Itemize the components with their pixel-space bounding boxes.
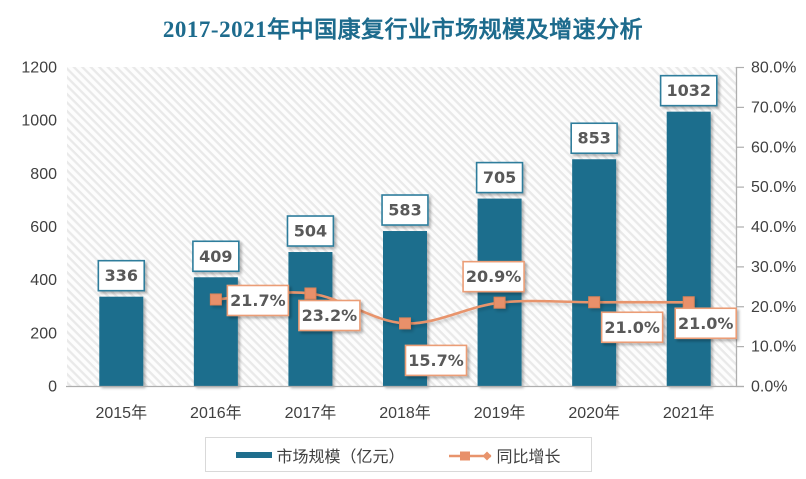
- bar-2021年: [666, 111, 711, 386]
- legend: 市场规模（亿元） 同比增长: [205, 437, 592, 472]
- right-axis-tick-label: 40.0%: [751, 219, 796, 236]
- x-axis-label-2016年: 2016年: [190, 404, 242, 422]
- line-data-label: 23.2%: [302, 306, 358, 325]
- chart-title: 2017-2021年中国康复行业市场规模及增速分析: [162, 17, 644, 42]
- left-axis-tick-label: 200: [30, 325, 57, 342]
- line-data-label: 20.9%: [466, 267, 522, 286]
- bar-data-label-box: [475, 161, 524, 194]
- line-data-label: 15.7%: [408, 351, 464, 370]
- x-axis-label-2020年: 2020年: [568, 404, 620, 422]
- right-axis-tick-label: 50.0%: [751, 179, 796, 196]
- bar-data-label-box: [286, 215, 335, 247]
- x-axis-label-2017年: 2017年: [285, 404, 337, 422]
- left-axis-tick-label: 0: [48, 379, 57, 396]
- growth-line: [215, 291, 689, 325]
- bar-data-label: 583: [388, 201, 421, 220]
- bar-data-label: 409: [199, 247, 232, 266]
- bar-data-label: 705: [483, 168, 516, 187]
- line-data-label-box: [600, 311, 664, 344]
- left-axis-tick-label: 1200: [21, 60, 57, 77]
- bar-series-swatch-icon: [236, 451, 273, 458]
- line-data-label: 21.0%: [678, 314, 734, 333]
- right-axis-tick-label: 70.0%: [751, 99, 796, 116]
- right-axis-tick-label: 60.0%: [751, 139, 796, 156]
- line-marker: [588, 296, 601, 309]
- line-data-label-box: [226, 284, 290, 317]
- right-axis-tick-label: 0.0%: [751, 379, 787, 396]
- left-axis-tick-label: 600: [30, 219, 57, 236]
- bar-data-label: 504: [294, 222, 327, 241]
- left-axis-tick-label: 800: [30, 166, 57, 183]
- line-data-label-box: [462, 260, 525, 293]
- line-data-label-box: [298, 299, 361, 332]
- bar-data-label-box: [192, 240, 240, 273]
- line-marker: [399, 317, 411, 330]
- right-axis-tick-label: 20.0%: [751, 299, 796, 316]
- right-axis-tick-label: 80.0%: [751, 60, 796, 77]
- x-axis-label-2015年: 2015年: [95, 404, 147, 422]
- line-data-label-box: [674, 307, 738, 340]
- right-axis-tick-label: 10.0%: [751, 339, 796, 356]
- bar-data-label: 336: [105, 266, 138, 285]
- right-axis-tick-label: 30.0%: [751, 259, 796, 276]
- x-axis-label-2019年: 2019年: [474, 404, 526, 422]
- bar-data-label-box: [97, 259, 146, 292]
- legend-label-market-size: 市场规模（亿元）: [276, 448, 405, 466]
- bar-data-label-box: [570, 122, 618, 155]
- legend-label-yoy-growth: 同比增长: [496, 448, 561, 466]
- legend-item-market-size: 市场规模（亿元）: [236, 443, 405, 467]
- legend-item-yoy-growth: 同比增长: [448, 443, 561, 467]
- left-axis-tick-label: 400: [30, 272, 57, 289]
- bar-data-label-box: [659, 74, 718, 107]
- bar-data-label: 1032: [666, 81, 711, 100]
- x-axis-label-2018年: 2018年: [379, 404, 431, 422]
- chart-canvas: 0 200 400 600 800 1000 1200 0.0% 10.0% 20.0% 30.0%…: [21, 60, 796, 423]
- bar-data-label-box: [381, 194, 429, 226]
- line-data-label: 21.0%: [604, 318, 660, 337]
- line-marker: [493, 296, 506, 309]
- line-data-label-box: [404, 344, 468, 377]
- line-marker: [209, 293, 222, 306]
- bar-2020年: [572, 159, 617, 386]
- left-axis-tick-label: 1000: [21, 113, 57, 130]
- x-axis-label-2021年: 2021年: [663, 404, 715, 422]
- line-marker: [304, 287, 317, 300]
- line-data-label: 21.7%: [230, 291, 286, 310]
- bar-data-label: 853: [577, 129, 610, 148]
- line-marker: [682, 296, 695, 309]
- line-series-swatch-icon: [448, 449, 493, 461]
- bar-2015年: [99, 296, 144, 386]
